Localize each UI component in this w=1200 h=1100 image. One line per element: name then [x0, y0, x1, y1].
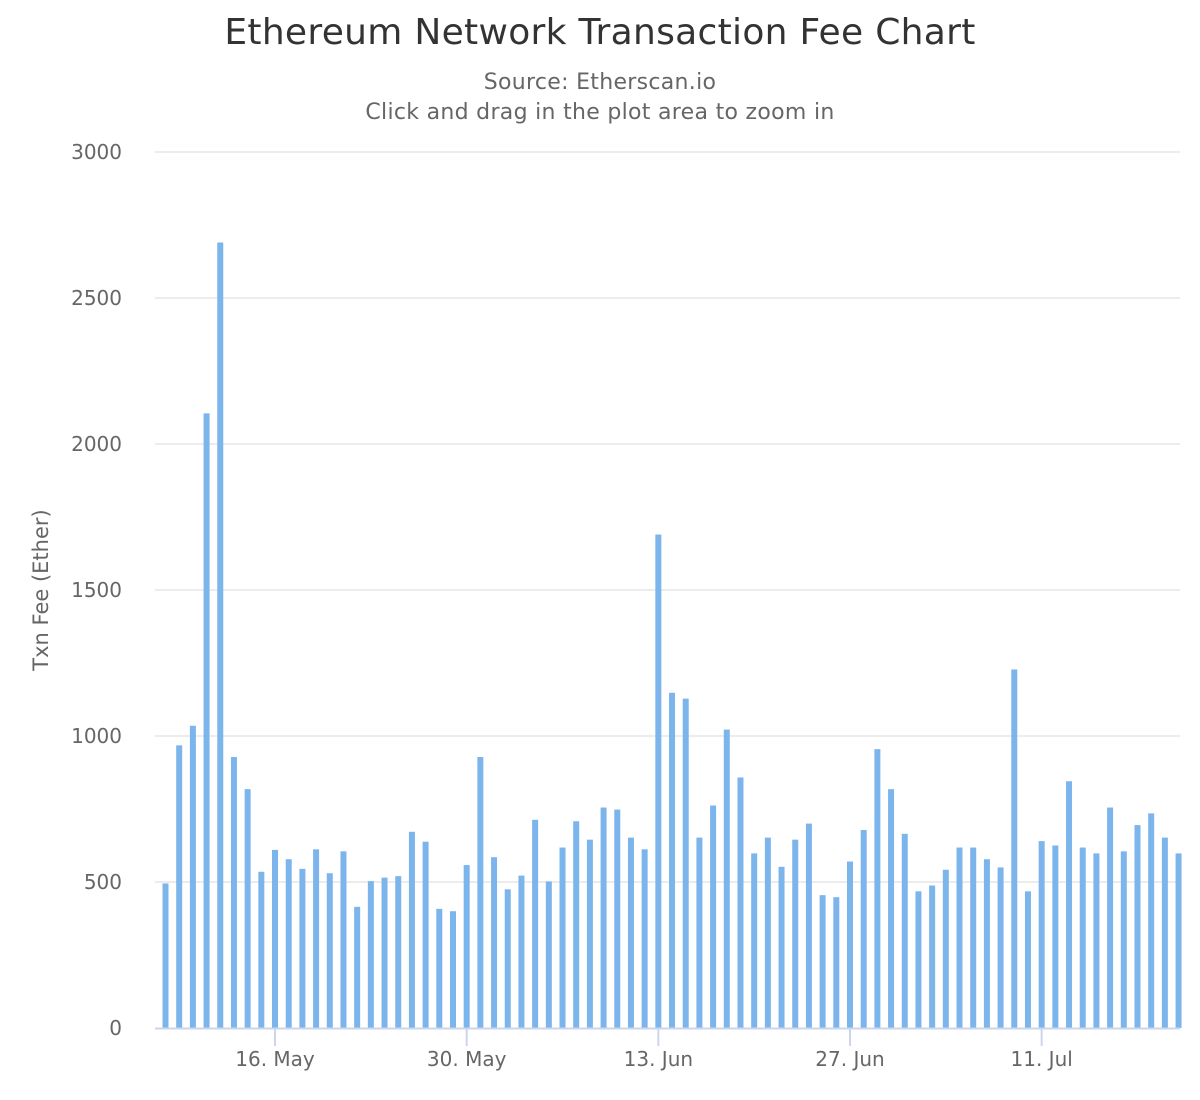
- bar-30[interactable]: [573, 821, 580, 1028]
- y-tick-label-500: 500: [84, 870, 122, 894]
- bar-70[interactable]: [1120, 851, 1127, 1028]
- y-axis-title: Txn Fee (Ether): [29, 509, 53, 671]
- y-tick-label-0: 0: [109, 1016, 122, 1040]
- bar-7[interactable]: [258, 871, 265, 1028]
- y-tick-label-1500: 1500: [71, 578, 122, 602]
- y-tick-label-1000: 1000: [71, 724, 122, 748]
- bar-15[interactable]: [367, 881, 374, 1028]
- bar-63[interactable]: [1024, 891, 1031, 1028]
- bar-72[interactable]: [1148, 813, 1155, 1028]
- gridlines: [155, 151, 1180, 883]
- bar-20[interactable]: [436, 908, 443, 1028]
- bar-18[interactable]: [408, 831, 415, 1028]
- y-tick-label-2000: 2000: [71, 432, 122, 456]
- y-axis: 0 500 1000 1500 2000 2500 3000: [71, 140, 122, 1040]
- bar-1[interactable]: [176, 745, 183, 1028]
- y-tick-label-2500: 2500: [71, 286, 122, 310]
- bar-6[interactable]: [244, 789, 251, 1028]
- bar-40[interactable]: [710, 805, 717, 1029]
- bar-33[interactable]: [614, 809, 621, 1028]
- bar-54[interactable]: [901, 833, 908, 1028]
- bar-22[interactable]: [463, 865, 470, 1028]
- bar-10[interactable]: [299, 868, 306, 1028]
- bar-67[interactable]: [1079, 847, 1086, 1028]
- bar-34[interactable]: [627, 837, 634, 1028]
- bar-14[interactable]: [354, 906, 361, 1028]
- bar-48[interactable]: [819, 895, 826, 1028]
- bar-24[interactable]: [491, 857, 498, 1028]
- bar-35[interactable]: [641, 849, 648, 1028]
- bar-4[interactable]: [217, 242, 224, 1028]
- bar-69[interactable]: [1107, 807, 1114, 1028]
- bar-74[interactable]: [1175, 853, 1182, 1028]
- bar-59[interactable]: [970, 847, 977, 1028]
- bar-50[interactable]: [847, 861, 853, 1028]
- bar-28[interactable]: [545, 881, 552, 1028]
- chart-subtitle-source: Source: Etherscan.io: [483, 70, 717, 95]
- x-axis: 16. May 30. May 13. Jun 27. Jun 11. Jul: [155, 1027, 1180, 1071]
- x-tick-label: 16. May: [235, 1047, 315, 1071]
- bar-46[interactable]: [792, 839, 799, 1028]
- bar-27[interactable]: [532, 819, 539, 1028]
- bar-29[interactable]: [559, 847, 566, 1028]
- bar-36[interactable]: [655, 534, 662, 1028]
- bar-66[interactable]: [1066, 781, 1073, 1028]
- y-tick-label-3000: 3000: [71, 140, 122, 164]
- bar-31[interactable]: [586, 839, 593, 1028]
- bar-series[interactable]: [162, 242, 1182, 1029]
- bar-11[interactable]: [313, 849, 320, 1028]
- bar-60[interactable]: [983, 859, 990, 1028]
- chart-subtitle-zoom-hint: Click and drag in the plot area to zoom …: [365, 100, 835, 125]
- bar-37[interactable]: [669, 692, 676, 1028]
- bar-62[interactable]: [1011, 669, 1018, 1028]
- bar-61[interactable]: [997, 867, 1004, 1028]
- bar-17[interactable]: [395, 876, 402, 1028]
- bar-41[interactable]: [723, 729, 730, 1028]
- bar-53[interactable]: [888, 789, 895, 1028]
- x-tick-label: 11. Jul: [1011, 1047, 1073, 1071]
- bar-56[interactable]: [929, 885, 936, 1029]
- bar-5[interactable]: [230, 757, 237, 1028]
- bar-8[interactable]: [272, 849, 279, 1028]
- bar-58[interactable]: [956, 847, 963, 1028]
- bar-71[interactable]: [1134, 825, 1141, 1028]
- bar-65[interactable]: [1052, 845, 1059, 1029]
- bar-3[interactable]: [203, 413, 210, 1029]
- bar-38[interactable]: [682, 698, 689, 1028]
- chart-title: Ethereum Network Transaction Fee Chart: [224, 12, 976, 53]
- bar-12[interactable]: [326, 873, 333, 1028]
- bar-25[interactable]: [504, 889, 511, 1028]
- bar-44[interactable]: [764, 837, 771, 1028]
- bar-0[interactable]: [162, 883, 169, 1028]
- x-tick-label: 30. May: [427, 1047, 507, 1071]
- bar-26[interactable]: [518, 875, 525, 1028]
- bar-2[interactable]: [189, 725, 196, 1028]
- bar-23[interactable]: [477, 757, 484, 1028]
- bar-49[interactable]: [833, 897, 840, 1028]
- bar-13[interactable]: [340, 851, 347, 1028]
- bar-21[interactable]: [449, 911, 456, 1028]
- bar-16[interactable]: [381, 877, 388, 1028]
- bar-64[interactable]: [1038, 841, 1045, 1028]
- bar-57[interactable]: [942, 869, 949, 1028]
- bar-73[interactable]: [1161, 837, 1168, 1028]
- bar-55[interactable]: [915, 891, 922, 1028]
- x-tick-label: 13. Jun: [624, 1047, 693, 1071]
- bar-52[interactable]: [874, 749, 881, 1028]
- bar-47[interactable]: [805, 823, 812, 1028]
- bar-19[interactable]: [422, 841, 429, 1028]
- bar-43[interactable]: [751, 853, 758, 1028]
- bar-39[interactable]: [696, 837, 703, 1028]
- bar-9[interactable]: [285, 859, 292, 1028]
- bar-42[interactable]: [737, 777, 744, 1028]
- x-tick-label: 27. Jun: [815, 1047, 884, 1071]
- bar-51[interactable]: [860, 830, 867, 1028]
- bar-45[interactable]: [778, 866, 785, 1028]
- bar-32[interactable]: [600, 807, 607, 1028]
- bar-68[interactable]: [1093, 853, 1100, 1028]
